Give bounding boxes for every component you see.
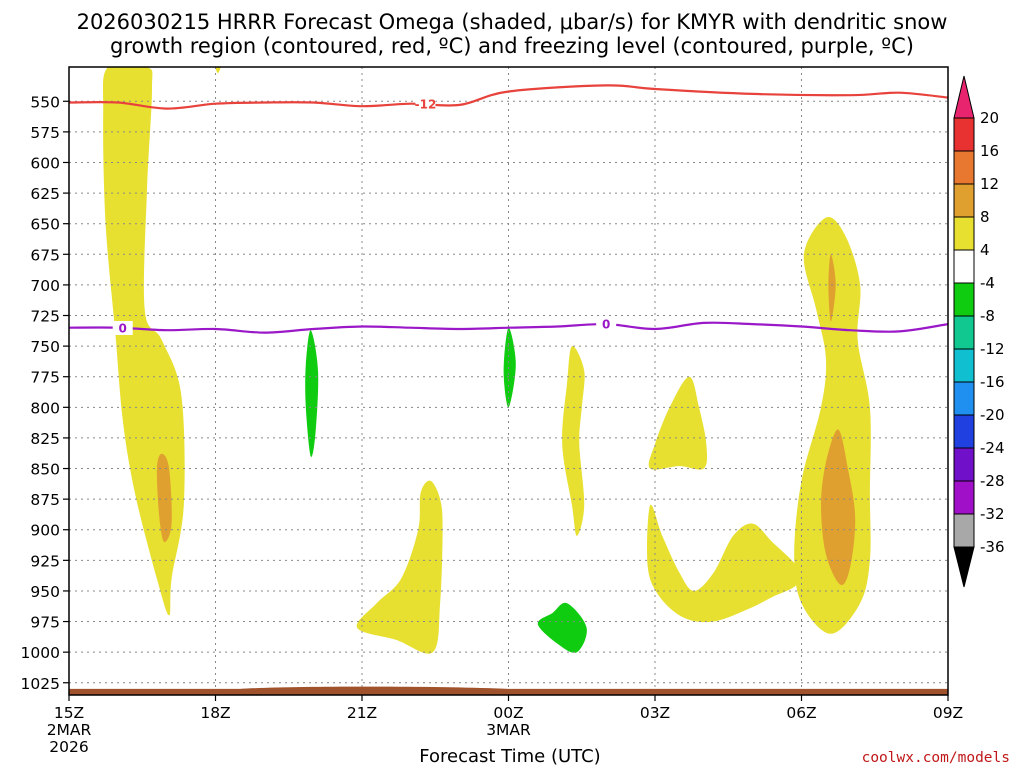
- contour-freezing-level: [69, 321, 948, 334]
- colorbar-band: [953, 249, 975, 284]
- omega-region-7: [156, 453, 172, 543]
- ground-layer: [69, 686, 948, 695]
- contour-layer: -12 0 0: [69, 84, 948, 335]
- plot-area: -12 0 0: [69, 67, 948, 695]
- credit-text: coolwx.com/models: [862, 750, 1010, 766]
- colorbar-band: [953, 282, 975, 317]
- colorbar-band: [953, 183, 975, 218]
- contour-label-bg: [415, 97, 436, 112]
- y-tick-label: 575: [30, 124, 60, 142]
- colorbar-tick-label: -36: [980, 538, 1005, 556]
- colorbar-band: [953, 117, 975, 152]
- contour-label-bg: [596, 317, 617, 332]
- contour-label: -12: [415, 98, 437, 112]
- y-axis: 550 575 600 625 650 675 700 725 750 775 800 825 850 8…: [21, 93, 69, 693]
- contour-label: 0: [119, 321, 127, 335]
- colorbar-band: [953, 348, 975, 383]
- contour-dendritic-growth: [69, 84, 948, 110]
- omega-region-3: [562, 345, 585, 536]
- y-tick-label: 750: [30, 338, 60, 356]
- y-tick-label: 650: [30, 216, 60, 234]
- colorbar-tick-label: 8: [980, 208, 990, 226]
- x-tick-label: 09Z: [933, 704, 963, 722]
- colorbar-band: [953, 150, 975, 185]
- x-tick-label: 15Z: [54, 704, 84, 722]
- omega-region-11: [503, 327, 516, 408]
- colorbar-tick-label: -24: [980, 439, 1005, 457]
- colorbar-tick-label: -28: [980, 472, 1005, 490]
- colorbar: 20 16 12 8 4 -4 -8 -12 -16 -20 -24 -28 -32 -36: [953, 75, 1005, 588]
- y-tick-label: 775: [30, 369, 60, 387]
- colorbar-bottom-arrow: [953, 546, 975, 588]
- x-tick-year: 2026: [49, 738, 88, 756]
- x-tick-label: 00Z: [493, 704, 523, 722]
- x-tick-label: 21Z: [347, 704, 377, 722]
- y-tick-label: 550: [30, 93, 60, 111]
- colorbar-tick-label: 20: [980, 109, 999, 127]
- omega-region-12: [537, 602, 587, 653]
- y-tick-label: 1025: [21, 675, 60, 693]
- y-tick-label: 925: [30, 552, 60, 570]
- colorbar-tick-label: -32: [980, 505, 1005, 523]
- x-axis-label: Forecast Time (UTC): [419, 746, 600, 767]
- x-tick-label: 18Z: [200, 704, 230, 722]
- y-tick-label: 725: [30, 308, 60, 326]
- y-tick-label: 625: [30, 185, 60, 203]
- y-tick-label: 825: [30, 430, 60, 448]
- omega-region-8: [828, 254, 836, 322]
- x-tick-date: 2MAR: [47, 721, 92, 739]
- chart-title-line1: 2026030215 HRRR Forecast Omega (shaded, …: [77, 10, 948, 34]
- colorbar-band: [953, 447, 975, 482]
- y-tick-label: 900: [30, 522, 60, 540]
- y-tick-label: 875: [30, 491, 60, 509]
- colorbar-tick-label: 16: [980, 142, 999, 160]
- chart-title-line2: growth region (contoured, red, ºC) and f…: [110, 34, 914, 58]
- omega-region-4: [648, 376, 708, 470]
- omega-region-2: [356, 480, 443, 654]
- colorbar-band: [953, 414, 975, 449]
- x-tick-label: 03Z: [640, 704, 670, 722]
- colorbar-top-arrow: [953, 75, 975, 119]
- omega-region-1: [215, 67, 221, 74]
- colorbar-tick-label: -20: [980, 406, 1005, 424]
- omega-region-10: [305, 330, 319, 458]
- contour-label: 0: [602, 318, 610, 332]
- y-tick-label: 975: [30, 614, 60, 632]
- y-tick-label: 675: [30, 246, 60, 264]
- contour-label-bg: [112, 320, 133, 335]
- omega-region-5: [647, 504, 800, 623]
- y-tick-label: 1000: [21, 644, 60, 662]
- colorbar-tick-label: -16: [980, 373, 1005, 391]
- y-tick-label: 700: [30, 277, 60, 295]
- omega-shading-layer: [102, 67, 871, 654]
- colorbar-tick-label: 4: [980, 241, 990, 259]
- grid-layer: [69, 67, 948, 695]
- colorbar-band: [953, 381, 975, 416]
- x-tick-label: 06Z: [786, 704, 816, 722]
- y-tick-label: 800: [30, 399, 60, 417]
- colorbar-tick-label: 12: [980, 175, 999, 193]
- colorbar-band: [953, 216, 975, 251]
- colorbar-band: [953, 513, 975, 548]
- colorbar-band: [953, 315, 975, 350]
- colorbar-band: [953, 480, 975, 515]
- colorbar-tick-label: -8: [980, 307, 995, 325]
- colorbar-tick-label: -12: [980, 340, 1005, 358]
- ground-surface: [69, 686, 948, 695]
- y-tick-label: 850: [30, 461, 60, 479]
- y-tick-label: 600: [30, 154, 60, 172]
- omega-region-9: [821, 429, 856, 586]
- colorbar-tick-label: -4: [980, 274, 995, 292]
- x-tick-date: 3MAR: [486, 721, 531, 739]
- y-tick-label: 950: [30, 583, 60, 601]
